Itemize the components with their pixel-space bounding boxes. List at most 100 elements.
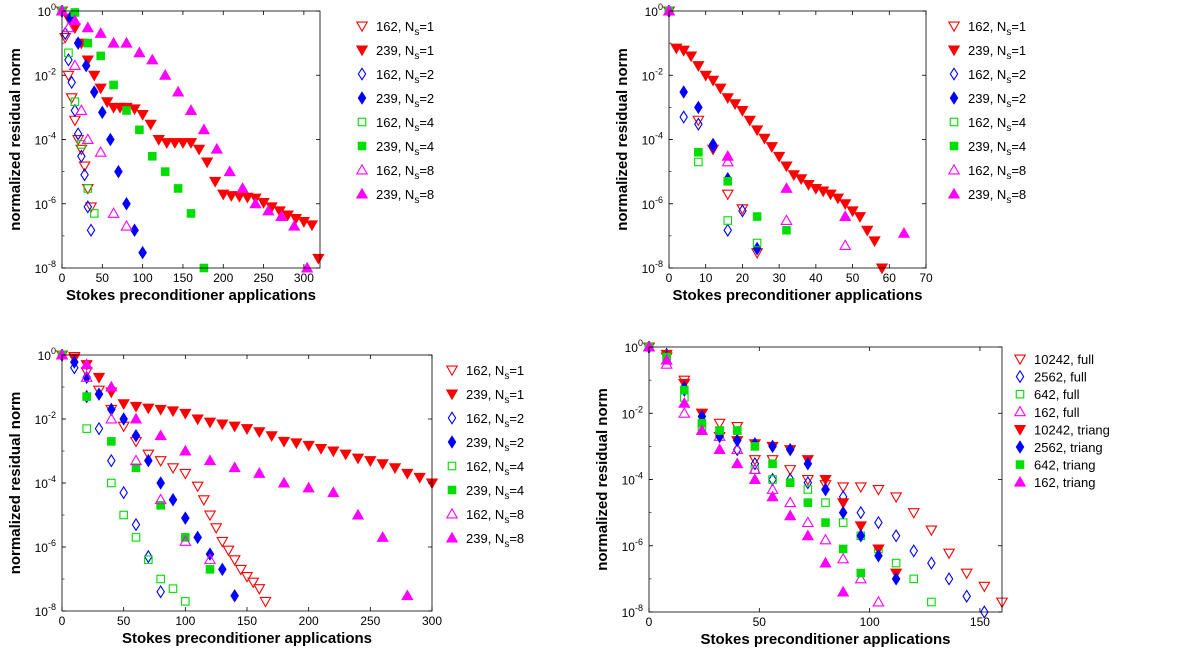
legend-entry: 239, Ns=2 xyxy=(968,91,1026,110)
data-point xyxy=(854,572,867,584)
data-point xyxy=(846,206,859,218)
data-point xyxy=(327,446,340,458)
data-point xyxy=(122,106,131,115)
data-point xyxy=(819,533,832,545)
x-axis-label: Stokes preconditioner applications xyxy=(122,630,372,647)
data-point xyxy=(89,209,99,218)
x-tick-label: 60 xyxy=(883,271,897,285)
legend-entry: 239, Ns=2 xyxy=(376,91,434,110)
data-point xyxy=(94,421,104,436)
data-point xyxy=(119,412,128,426)
series-6 xyxy=(56,5,133,231)
data-point xyxy=(78,161,91,173)
data-point xyxy=(819,556,832,568)
legend-entry: 239, Ns=4 xyxy=(376,139,434,158)
data-point xyxy=(191,481,204,493)
data-point xyxy=(694,100,703,115)
data-point xyxy=(351,508,365,520)
data-point xyxy=(752,238,762,248)
data-point xyxy=(738,204,747,218)
data-point xyxy=(874,515,883,530)
series-6 xyxy=(644,342,866,578)
data-point xyxy=(171,85,185,97)
data-point xyxy=(184,104,198,115)
legend-marker xyxy=(1015,460,1025,469)
data-point xyxy=(75,104,88,115)
data-point xyxy=(300,261,314,273)
y-tick-label: 10-2 xyxy=(622,404,643,421)
legend-marker xyxy=(947,187,961,199)
legend-marker xyxy=(949,67,959,81)
data-point xyxy=(831,193,845,205)
data-point xyxy=(875,263,889,274)
data-markers xyxy=(663,5,911,274)
data-point xyxy=(179,444,192,456)
data-point xyxy=(62,21,75,33)
y-tick-label: 10-8 xyxy=(35,259,56,276)
y-tick-label: 10-4 xyxy=(35,474,56,491)
data-point xyxy=(891,558,901,568)
x-tick-label: 70 xyxy=(919,271,933,285)
x-tick-label: 300 xyxy=(422,614,442,628)
data-point xyxy=(695,424,709,436)
data-point xyxy=(144,549,153,564)
data-point xyxy=(210,523,223,535)
x-tick-label: 10 xyxy=(699,271,713,285)
data-point xyxy=(131,517,141,532)
data-point xyxy=(897,227,911,238)
data-point xyxy=(909,574,919,584)
legend-marker xyxy=(1015,389,1025,399)
data-point xyxy=(288,219,301,231)
data-point xyxy=(302,481,315,493)
data-point xyxy=(138,245,147,260)
data-point xyxy=(203,553,217,565)
series-2 xyxy=(664,5,762,256)
data-point xyxy=(89,85,99,99)
legend-marker xyxy=(445,531,459,543)
data-point xyxy=(81,21,94,33)
data-point xyxy=(838,518,848,527)
y-tick-label: 10-8 xyxy=(35,602,56,619)
data-point xyxy=(107,478,116,488)
x-tick-label: 0 xyxy=(646,615,653,629)
data-point xyxy=(62,70,75,82)
legend-marker xyxy=(447,411,457,425)
data-point xyxy=(785,478,795,488)
data-point xyxy=(891,572,901,586)
data-point xyxy=(117,399,130,411)
legend-marker xyxy=(1013,405,1027,417)
series-3 xyxy=(57,5,147,260)
x-tick-label: 0 xyxy=(59,614,66,628)
data-point xyxy=(148,152,157,161)
data-point xyxy=(750,442,760,451)
legend-marker xyxy=(949,117,959,127)
legend-entry: 642, full xyxy=(1034,387,1080,402)
data-point xyxy=(70,97,80,107)
data-point xyxy=(782,225,791,235)
data-point xyxy=(748,473,762,484)
legend-marker xyxy=(1015,369,1025,384)
legend-marker xyxy=(445,365,459,377)
data-point xyxy=(236,182,249,193)
y-axis-label: normalized residual norm xyxy=(7,48,24,231)
data-point xyxy=(107,437,116,446)
data-point xyxy=(131,428,141,443)
data-point xyxy=(107,402,116,417)
data-point xyxy=(120,219,133,231)
data-point xyxy=(98,105,107,120)
data-point xyxy=(152,135,165,146)
legend-entry: 239, Ns=8 xyxy=(968,187,1026,206)
data-point xyxy=(713,443,726,455)
data-point xyxy=(768,439,777,454)
data-point xyxy=(942,548,956,560)
y-tick-label: 100 xyxy=(625,338,643,355)
data-point xyxy=(780,182,793,193)
x-tick-label: 150 xyxy=(237,614,257,628)
data-point xyxy=(83,38,93,48)
data-point xyxy=(692,115,705,127)
data-point xyxy=(259,596,272,608)
data-point xyxy=(105,380,118,392)
legend-marker xyxy=(1013,475,1027,487)
data-markers xyxy=(643,341,1008,618)
chart-panel-top-left: 0 50 100 150 200 250 300 100 10-2 10-4 10-6 10-8 Sto… xyxy=(7,2,434,304)
